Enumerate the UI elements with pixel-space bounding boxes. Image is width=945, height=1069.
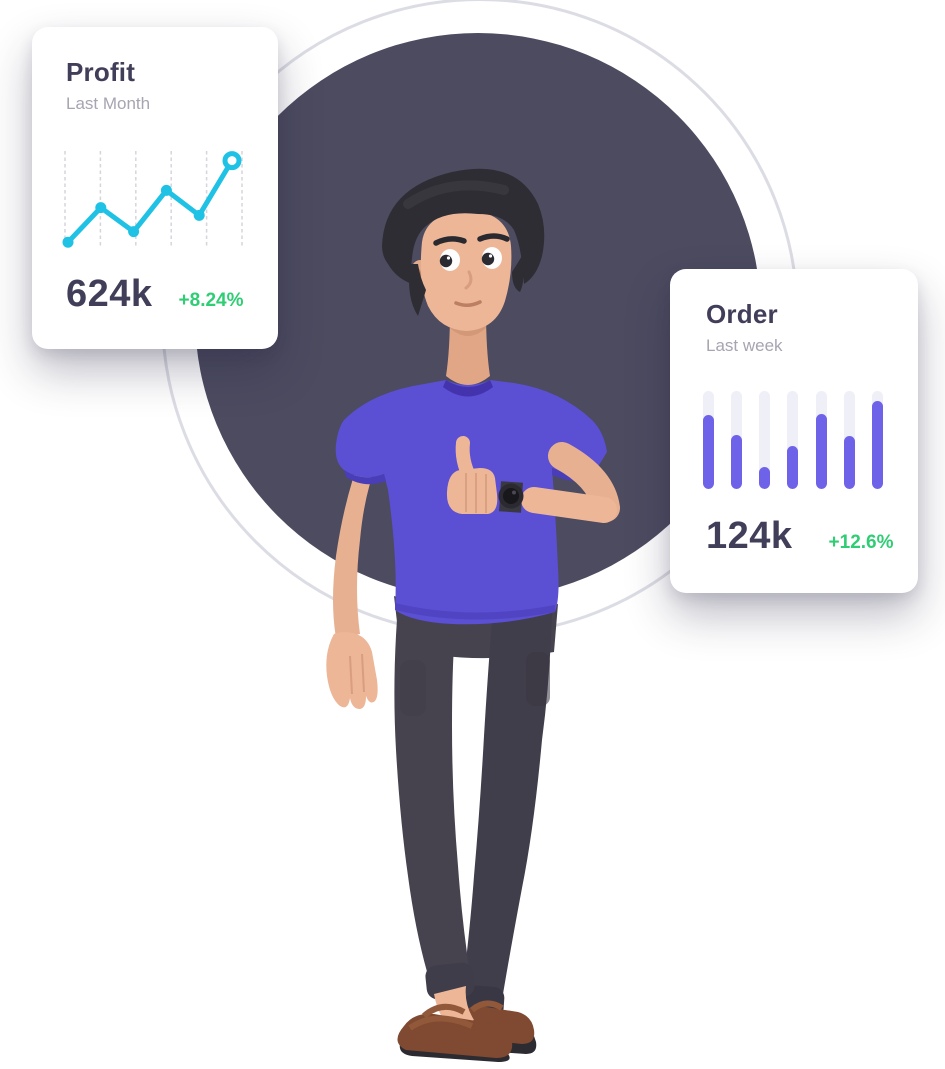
collar [443,380,493,397]
face [420,210,512,331]
nose [464,270,473,290]
bar-fill [731,435,743,489]
bar-track [843,391,855,489]
bar-fill [871,400,883,489]
profit-value: 624k [66,273,153,315]
front-sandal [397,1003,513,1062]
profit-stat-card: Profit Last Month 624k +8.24% [32,27,278,349]
eyebrows [433,233,510,246]
eye-right [481,252,495,266]
bar-track [871,391,883,489]
profit-line-chart [62,151,243,248]
order-change-badge: +12.6% [828,532,894,553]
bar-track [759,391,771,489]
profit-value-row: 624k +8.24% [66,273,244,316]
order-value: 124k [706,515,793,557]
character-illustration [326,168,620,1062]
bar-track [731,391,743,489]
order-card-subtitle: Last week [706,336,783,355]
mouth [454,300,482,307]
fist [446,468,498,514]
profit-card-subtitle: Last Month [66,94,151,113]
profit-change-badge: +8.24% [178,290,244,311]
cargo-pocket-left [400,660,426,716]
order-stat-card: Order Last week 124k +12.6% [670,269,918,593]
bar-track [815,391,827,489]
eye-left [439,254,453,268]
bar-fill [815,413,827,489]
character-pants [394,596,558,1062]
bar-fill [759,467,771,489]
character-thumbs-up-arm [446,436,620,523]
order-value-row: 124k +12.6% [706,515,894,558]
character-head [382,168,545,385]
bar-track [703,391,714,489]
profit-card-title: Profit [66,57,136,87]
bar-fill [843,436,855,489]
order-card-title: Order [706,299,778,329]
cargo-pocket-right [526,652,550,706]
order-bar-chart [703,391,883,489]
bar-track [787,391,799,489]
bar-fill [703,414,714,489]
character-hanging-arm [326,452,378,709]
bar-fill [787,445,799,489]
